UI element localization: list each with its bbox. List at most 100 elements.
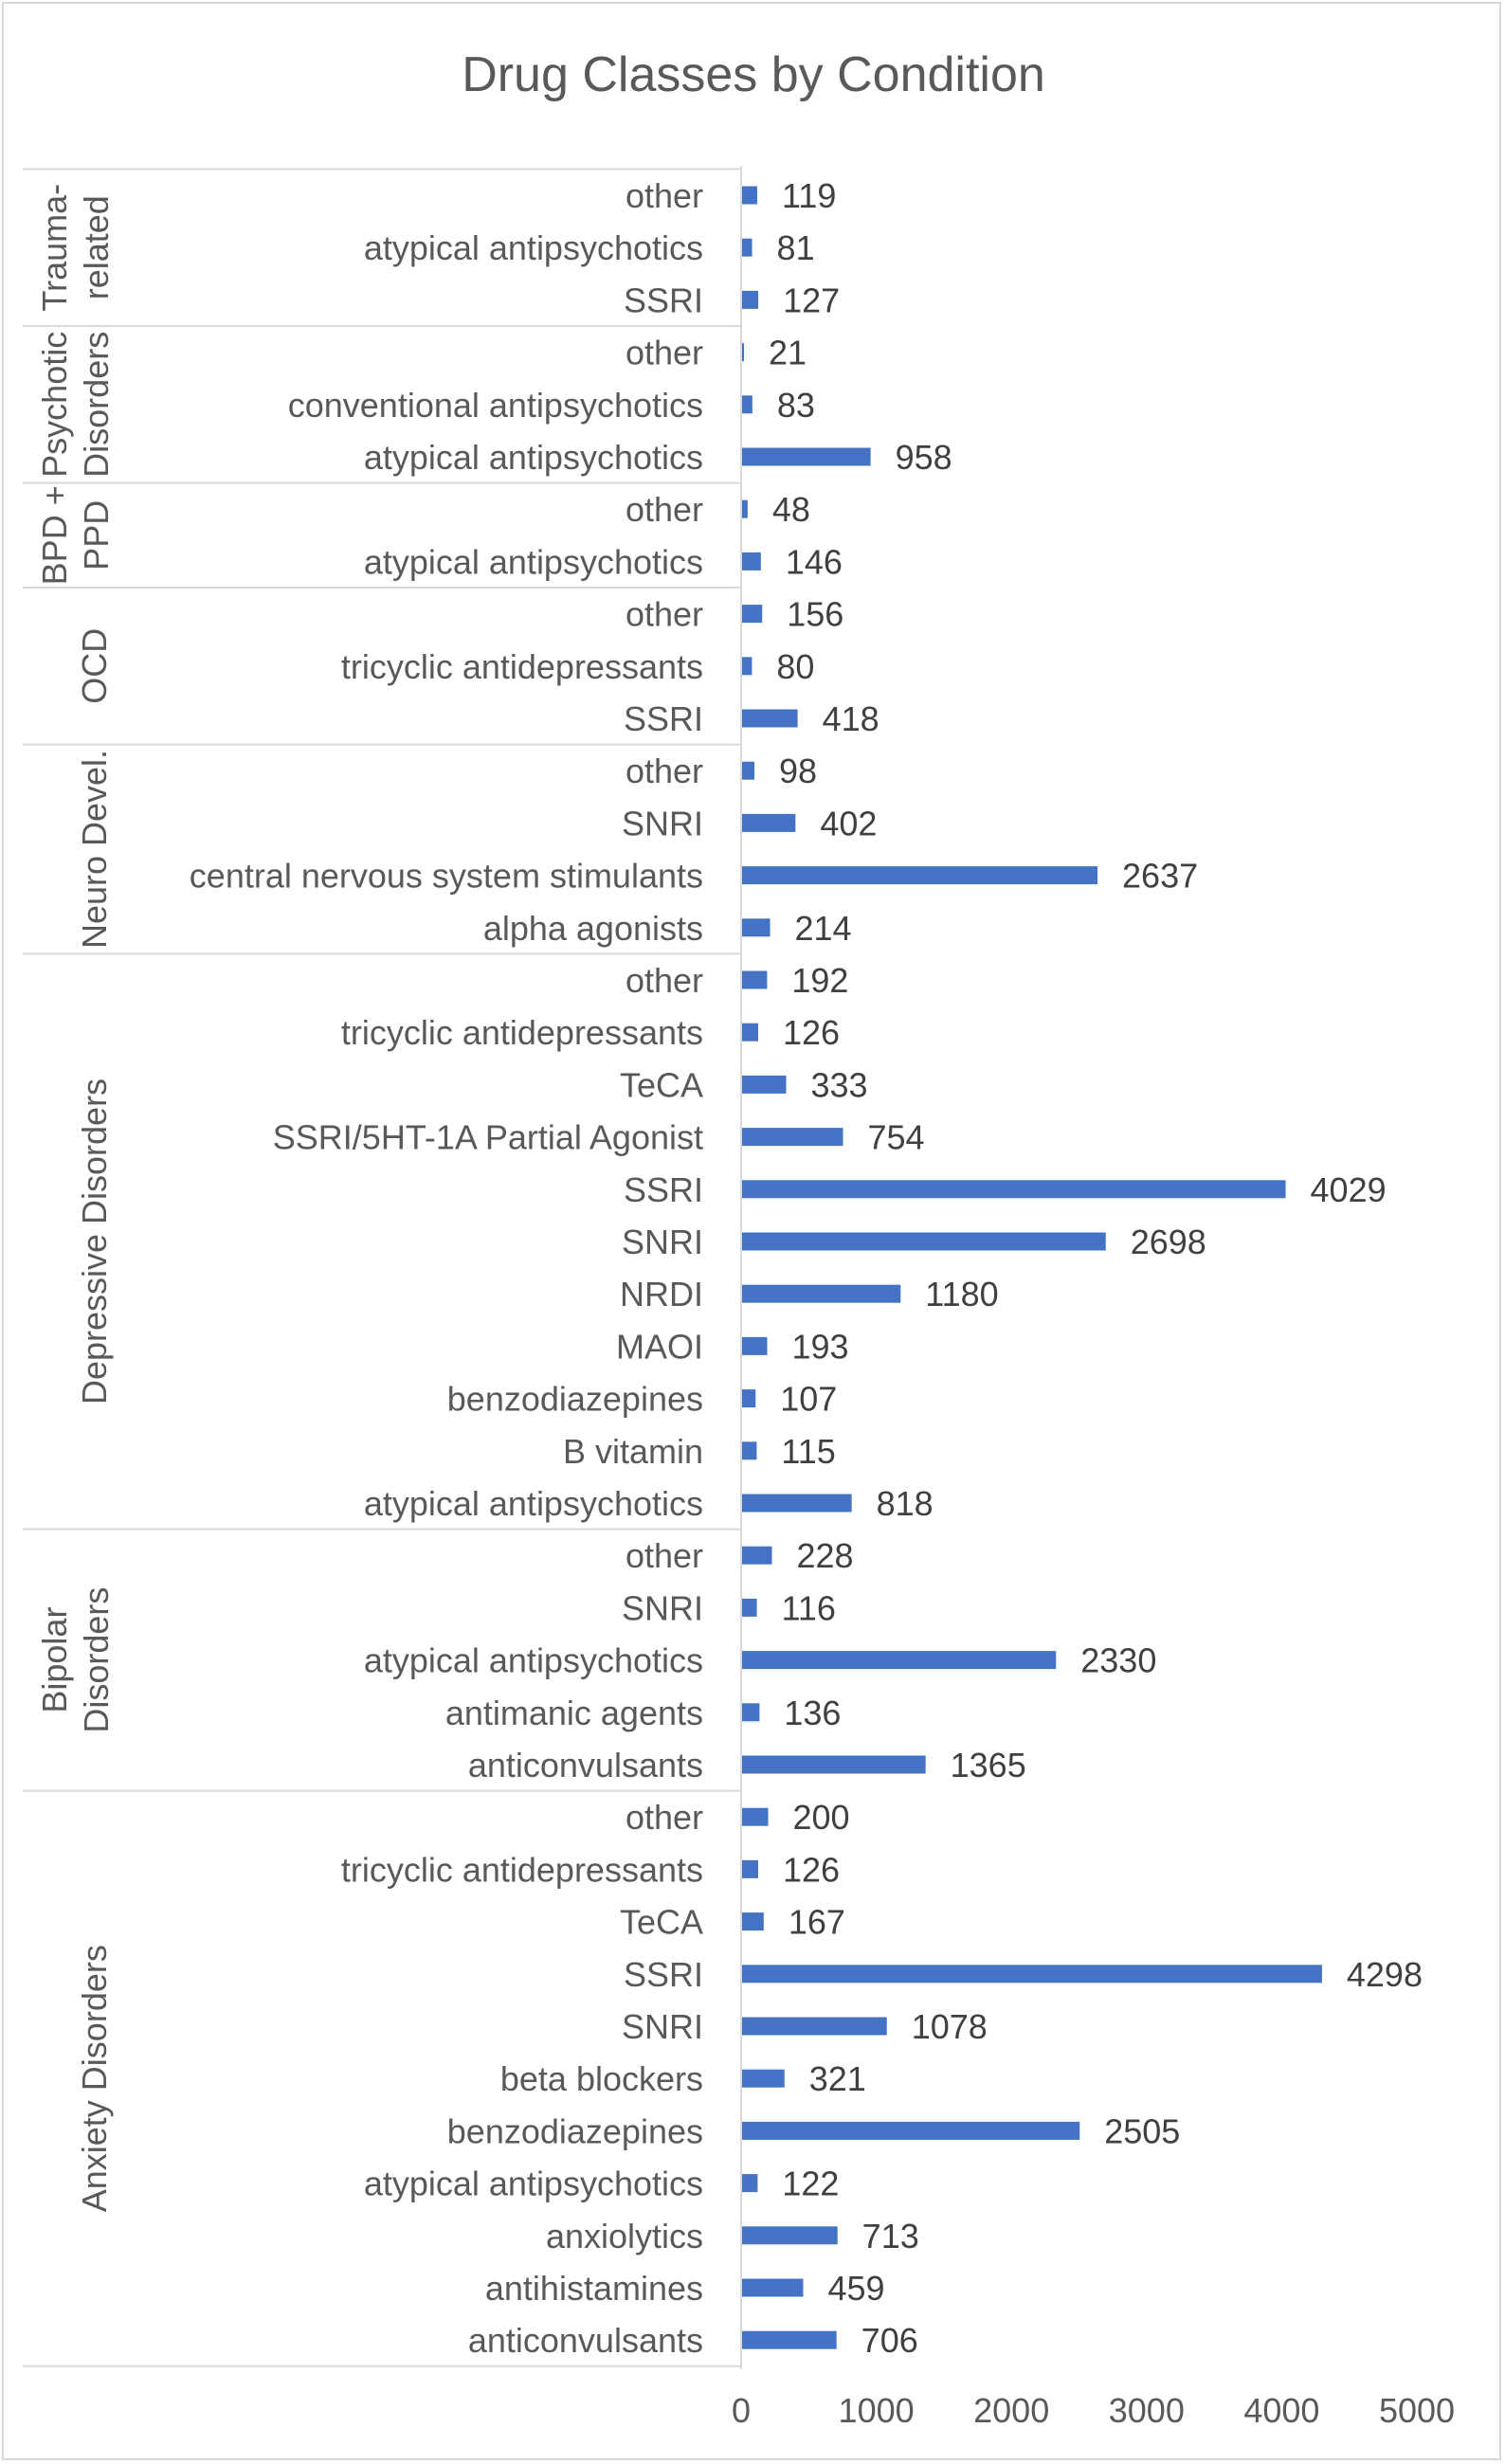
group-label: Bipolar (35, 1607, 74, 1713)
category-label: SNRI (622, 1223, 703, 1261)
category-label: other (626, 595, 703, 634)
bar (741, 1546, 772, 1565)
bar (741, 970, 768, 989)
bar (741, 1075, 787, 1094)
bar (741, 2226, 838, 2245)
category-label: MAOI (616, 1327, 703, 1366)
category-label: SNRI (622, 804, 703, 842)
value-label: 119 (782, 176, 836, 215)
value-label: 127 (783, 281, 840, 319)
plot-area: other 119 atypical antipsychotics 81 SSRI 127… (23, 166, 1455, 2430)
category-label: anticonvulsants (468, 2321, 703, 2360)
value-label: 333 (810, 1065, 867, 1104)
value-label: 81 (777, 228, 815, 267)
category-label: TeCA (620, 1065, 703, 1104)
value-label: 2330 (1080, 1641, 1156, 1680)
value-label: 214 (795, 909, 852, 948)
bar (741, 709, 798, 728)
bar (741, 1336, 768, 1355)
value-label: 402 (820, 804, 877, 842)
bar (741, 2121, 1080, 2140)
bar (741, 1232, 1106, 1251)
category-label: other (626, 1536, 703, 1575)
category-label: atypical antipsychotics (364, 438, 703, 477)
bar (741, 866, 1098, 885)
chart-title: Drug Classes by Condition (462, 47, 1045, 102)
x-tick-label: 5000 (1379, 2391, 1455, 2430)
bar (741, 395, 752, 414)
value-label: 192 (791, 961, 848, 1000)
bar (741, 1023, 758, 1042)
value-label: 107 (780, 1380, 837, 1419)
value-label: 2637 (1122, 857, 1198, 896)
x-tick-label: 1000 (839, 2391, 915, 2430)
category-label: central nervous system stimulants (190, 857, 703, 896)
category-label: other (626, 1798, 703, 1837)
bar (741, 1128, 843, 1147)
category-label: antimanic agents (445, 1694, 703, 1732)
value-label: 1078 (912, 2007, 988, 2046)
value-label: 80 (776, 647, 814, 686)
category-label: SSRI (624, 1170, 703, 1209)
category-label: atypical antipsychotics (364, 1641, 703, 1680)
value-label: 122 (782, 2165, 839, 2203)
value-label: 1180 (925, 1275, 998, 1314)
group-label: Neuro Devel. (75, 750, 114, 949)
group-label: BPD + (35, 485, 74, 585)
category-label: other (626, 490, 703, 529)
group-label: related (77, 195, 116, 299)
category-label: benzodiazepines (447, 1380, 703, 1419)
category-label: SSRI (624, 699, 703, 738)
category-label: benzodiazepines (447, 2111, 703, 2150)
value-label: 126 (783, 1850, 840, 1889)
x-tick-label: 2000 (973, 2391, 1049, 2430)
bar (741, 1912, 764, 1931)
category-label: tricyclic antidepressants (341, 647, 703, 686)
category-label: atypical antipsychotics (364, 228, 703, 267)
bar (741, 290, 759, 309)
value-label: 459 (827, 2269, 884, 2308)
category-label: beta blockers (500, 2059, 703, 2098)
bar (741, 1651, 1057, 1670)
value-label: 156 (787, 595, 843, 634)
group-label: OCD (75, 628, 114, 704)
bar (741, 186, 757, 205)
bar (741, 1807, 769, 1826)
category-label: SSRI/5HT-1A Partial Agonist (273, 1118, 703, 1157)
bar (741, 552, 761, 571)
value-label: 146 (786, 542, 843, 581)
category-label: other (626, 334, 703, 372)
category-label: TeCA (620, 1903, 703, 1942)
category-label: other (626, 176, 703, 215)
value-label: 1365 (951, 1746, 1026, 1785)
value-label: 958 (896, 438, 952, 477)
category-label: anticonvulsants (468, 1746, 703, 1785)
group-label: Disorders (77, 332, 116, 478)
category-label: NRDI (620, 1275, 703, 1314)
value-label: 115 (781, 1432, 835, 1471)
bar (741, 1494, 852, 1513)
value-label: 713 (862, 2217, 919, 2256)
value-label: 2505 (1104, 2111, 1180, 2150)
category-label: SNRI (622, 2007, 703, 2046)
bar (741, 2017, 887, 2036)
category-label: atypical antipsychotics (364, 1484, 703, 1523)
bar (741, 813, 796, 832)
value-label: 818 (877, 1484, 934, 1523)
category-label: anxiolytics (546, 2217, 703, 2256)
value-label: 21 (769, 334, 807, 372)
category-label: atypical antipsychotics (364, 542, 703, 581)
category-label: SSRI (624, 1955, 703, 1994)
value-label: 126 (783, 1013, 840, 1052)
x-tick-label: 3000 (1109, 2391, 1185, 2430)
group-label: Psychotic (35, 332, 74, 478)
bar (741, 2069, 785, 2088)
bar (741, 1598, 757, 1617)
bar (741, 2330, 837, 2349)
group-label: PPD (77, 500, 116, 571)
group-label: Trauma- (35, 184, 74, 312)
bar (741, 1859, 758, 1878)
bar (741, 605, 763, 624)
value-label: 116 (782, 1588, 836, 1627)
